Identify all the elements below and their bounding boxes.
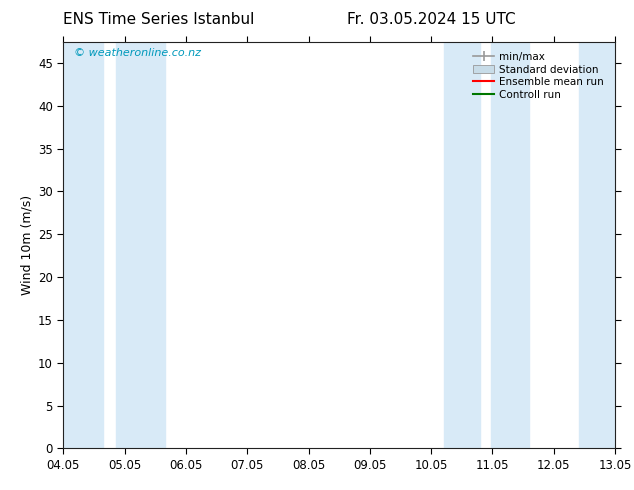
Text: Fr. 03.05.2024 15 UTC: Fr. 03.05.2024 15 UTC [347, 12, 515, 27]
Bar [116, 42, 165, 448]
Text: © weatheronline.co.nz: © weatheronline.co.nz [74, 48, 202, 58]
Text: ENS Time Series Istanbul: ENS Time Series Istanbul [63, 12, 254, 27]
Bar [491, 42, 529, 448]
Legend: min/max, Standard deviation, Ensemble mean run, Controll run: min/max, Standard deviation, Ensemble me… [470, 49, 607, 103]
Bar [444, 42, 480, 448]
Bar [579, 42, 615, 448]
Y-axis label: Wind 10m (m/s): Wind 10m (m/s) [21, 195, 34, 295]
Bar [63, 42, 103, 448]
